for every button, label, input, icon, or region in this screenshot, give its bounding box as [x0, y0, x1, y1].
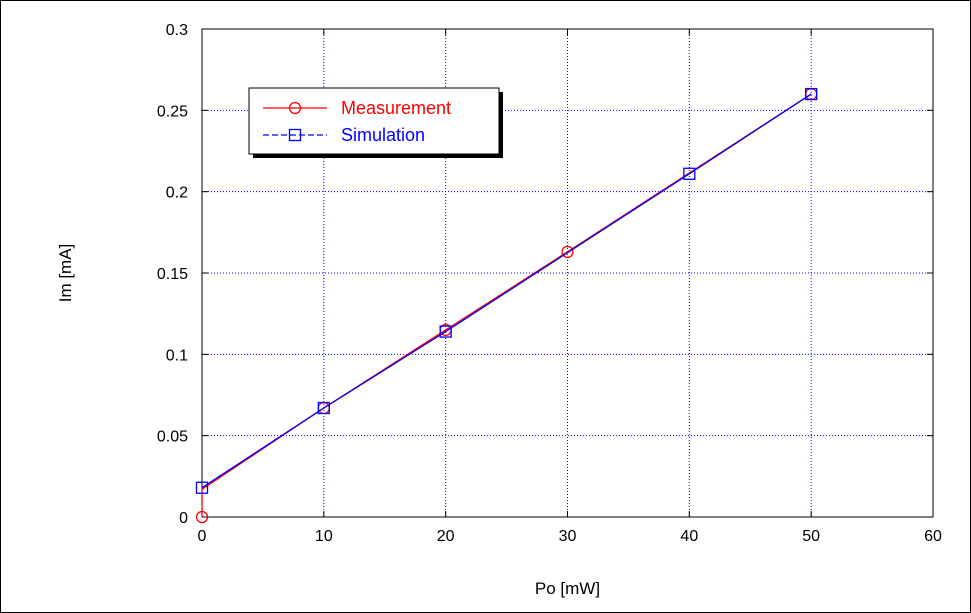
y-tick-label: 0: [179, 510, 188, 527]
data-point-square: [317, 401, 330, 415]
series-line: [201, 93, 812, 517]
data-point-square: [439, 325, 452, 338]
x-tick-label: 20: [437, 528, 455, 545]
legend-marker: [288, 101, 302, 115]
y-tick-label: 0.2: [166, 185, 188, 202]
y-tick-label: 0.1: [166, 347, 188, 364]
x-axis-ticks: 0 10 20 30 40 50 60: [198, 29, 942, 545]
series-measurement: [195, 87, 818, 524]
legend-box: [248, 87, 500, 155]
y-axis-label: Im [mA]: [56, 244, 75, 303]
legend-marker: [288, 128, 302, 142]
legend-item-simulation: Simulation: [263, 125, 425, 145]
series-simulation: [195, 87, 818, 494]
x-tick-label: 60: [924, 528, 942, 545]
y-tick-label: 0.05: [157, 429, 188, 446]
series-line: [201, 93, 812, 489]
y-tick-label: 0.15: [157, 266, 188, 283]
x-axis-label: Po [mW]: [535, 579, 600, 598]
legend-item-measurement: Measurement: [263, 98, 451, 118]
x-tick-label: 0: [198, 528, 207, 545]
y-tick-label: 0.25: [157, 103, 188, 120]
series-layer: [195, 87, 818, 524]
x-tick-label: 50: [802, 528, 820, 545]
data-point-square: [683, 167, 696, 180]
legend-label: Simulation: [341, 125, 425, 145]
x-tick-label: 40: [680, 528, 698, 545]
x-tick-label: 30: [559, 528, 577, 545]
data-point-circle: [195, 510, 209, 524]
y-tick-label: 0.3: [166, 22, 188, 39]
legend-label: Measurement: [341, 98, 451, 118]
y-axis-ticks: 0 0.05 0.1 0.15 0.2 0.25 0.3: [157, 22, 933, 527]
data-point-square: [195, 481, 209, 494]
grid: [202, 29, 933, 517]
x-tick-label: 10: [315, 528, 333, 545]
data-point-circle: [561, 245, 574, 259]
legend: Measurement Simulation: [248, 87, 503, 158]
data-point-square: [805, 87, 818, 101]
